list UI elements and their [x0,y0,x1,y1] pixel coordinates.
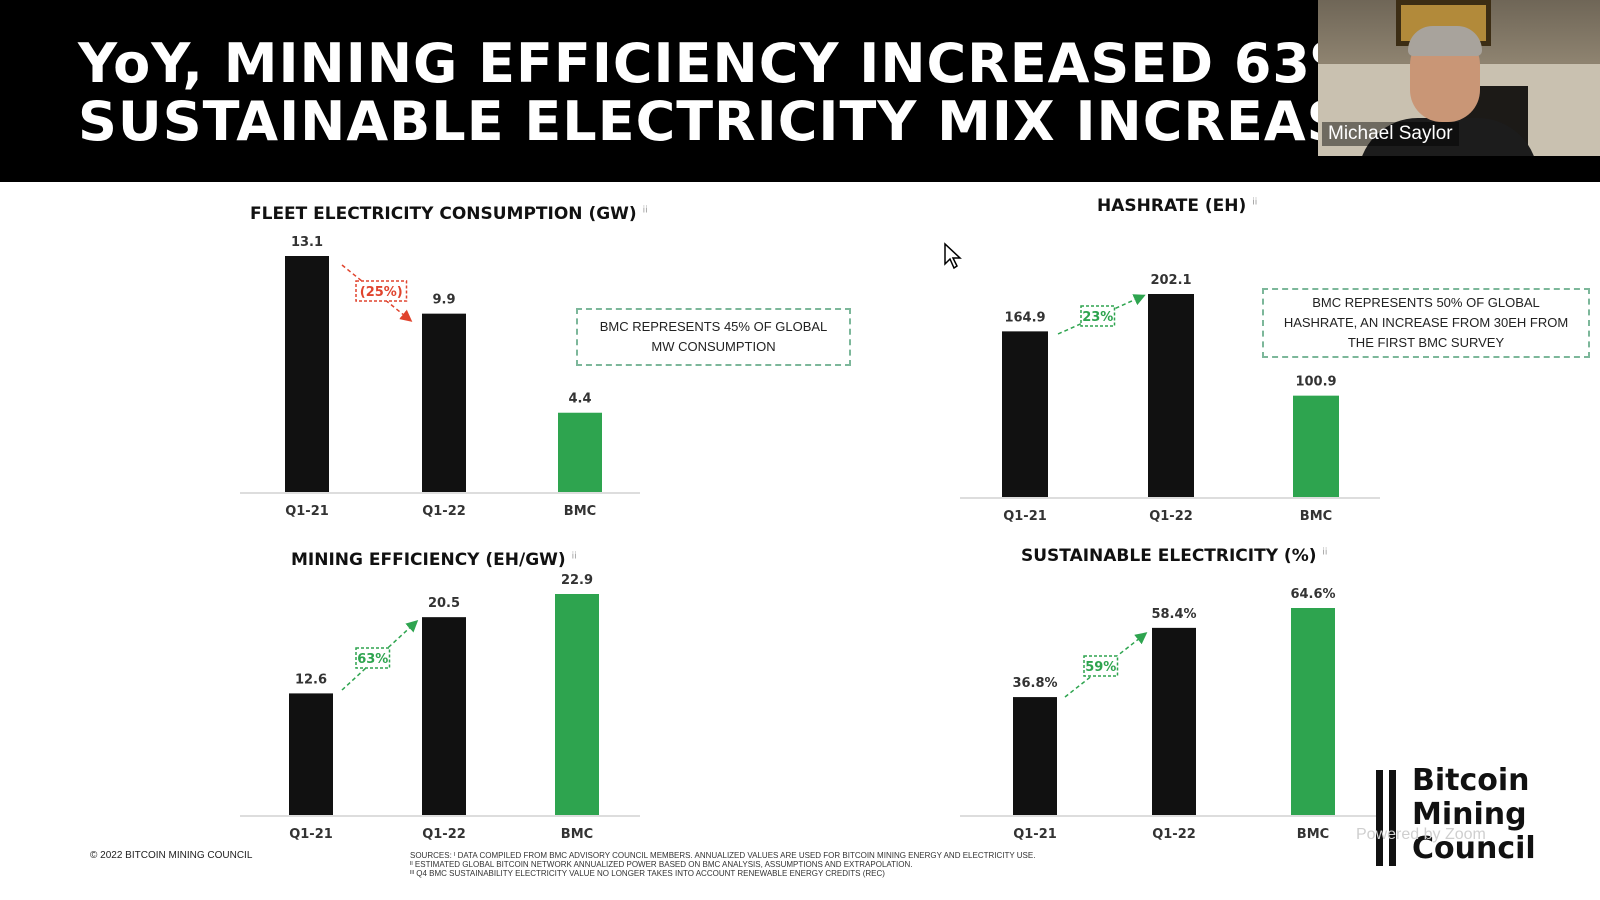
change-label: 63% [357,652,388,667]
footnote-marker: ii [571,551,577,562]
data-label: 9.9 [432,293,455,308]
chart-title-sustainable-electricity: SUSTAINABLE ELECTRICITY (%) ii [1021,546,1327,566]
data-label: 202.1 [1150,273,1191,288]
category-tick-label: Q1-21 [289,827,333,842]
change-label: 59% [1085,660,1116,675]
data-label: 164.9 [1004,310,1045,325]
logo-text: Bitcoin Mining Council [1412,764,1536,866]
category-tick-label: Q1-22 [1152,827,1196,842]
bar-bmc [1291,608,1335,815]
category-tick-label: Q1-22 [422,827,466,842]
callout-bmc-mw-consumption: BMC REPRESENTS 45% OF GLOBAL MW CONSUMPT… [576,308,851,366]
chart-title-fleet-electricity: FLEET ELECTRICITY CONSUMPTION (GW) ii [250,204,648,224]
slide-title-line-1: YoY, MINING EFFICIENCY INCREASED 63% AN [78,32,1475,95]
chart-title-mining-efficiency: MINING EFFICIENCY (EH/GW) ii [291,550,577,570]
data-label: 20.5 [428,596,460,611]
category-tick-label: BMC [1300,509,1332,524]
data-label: 13.1 [291,235,323,250]
data-label: 12.6 [295,672,327,687]
logo-line-2: Mining [1412,797,1527,832]
data-label: 58.4% [1151,607,1196,622]
category-tick-label: Q1-21 [1013,827,1057,842]
footnote-marker: ii [642,205,648,216]
bar-q1-21 [285,256,329,492]
category-tick-label: Q1-22 [1149,509,1193,524]
change-badge [355,280,408,302]
category-tick-label: Q1-22 [422,504,466,519]
bar-bmc [558,412,602,492]
change-badge [1080,305,1116,327]
chart-title-text: HASHRATE (EH) [1097,196,1247,216]
category-tick-label: BMC [564,504,596,519]
chart-title-hashrate: HASHRATE (EH) ii [1097,196,1257,216]
category-tick-label: BMC [561,827,593,842]
change-badge [355,647,391,669]
logo-line-3: Council [1412,831,1536,866]
bar-q1-22 [1152,627,1196,815]
bar-q1-21 [1002,331,1048,497]
slide-title-line-2: SUSTAINABLE ELECTRICITY MIX INCREASED 5 [78,90,1489,153]
zoom-watermark: Powered by Zoom [1356,826,1486,843]
category-tick-label: BMC [1297,827,1329,842]
bar-q1-21 [289,693,333,815]
logo-bars-icon [1376,770,1402,866]
callout-bmc-hashrate: BMC REPRESENTS 50% OF GLOBAL HASHRATE, A… [1262,288,1590,358]
change-arrow [1057,294,1146,335]
bar-bmc [1293,395,1339,497]
bar-bmc [555,594,599,815]
bar-q1-22 [422,617,466,815]
footnote-marker: ii [1252,197,1258,208]
data-label: 22.9 [561,573,593,588]
source-line-1: SOURCES: ᴵ DATA COMPILED FROM BMC ADVISO… [410,851,1036,860]
chart-title-text: MINING EFFICIENCY (EH/GW) [291,550,566,570]
mouse-pointer-icon [944,242,962,270]
webcam-video-tile[interactable]: Michael Saylor [1318,0,1600,156]
logo-line-1: Bitcoin [1412,763,1530,798]
data-label: 100.9 [1295,375,1336,390]
chart-title-text: FLEET ELECTRICITY CONSUMPTION (GW) [250,204,637,224]
footnote-marker: ii [1322,547,1328,558]
bar-q1-22 [1148,294,1194,497]
chart-title-text: SUSTAINABLE ELECTRICITY (%) [1021,546,1317,566]
data-label: 36.8% [1012,676,1057,691]
bar-q1-22 [422,313,466,492]
data-label: 64.6% [1290,587,1335,602]
participant-name: Michael Saylor [1322,122,1459,146]
change-badge [1083,655,1119,677]
copyright-text: © 2022 BITCOIN MINING COUNCIL [90,850,253,861]
data-label: 4.4 [568,392,591,407]
sources-footnote: SOURCES: ᴵ DATA COMPILED FROM BMC ADVISO… [410,851,1210,878]
speaker-hair [1408,26,1482,56]
source-line-3: ᴵᴵᴵ Q4 BMC SUSTAINABILITY ELECTRICITY VA… [410,869,885,878]
change-label: 23% [1082,310,1113,325]
source-line-2: ᴵᴵ ESTIMATED GLOBAL BITCOIN NETWORK ANNU… [410,860,913,869]
bar-q1-21 [1013,697,1057,815]
category-tick-label: Q1-21 [285,504,329,519]
category-tick-label: Q1-21 [1003,509,1047,524]
change-label: (25%) [360,285,403,300]
bitcoin-mining-council-logo: Bitcoin Mining Council [1376,764,1546,870]
